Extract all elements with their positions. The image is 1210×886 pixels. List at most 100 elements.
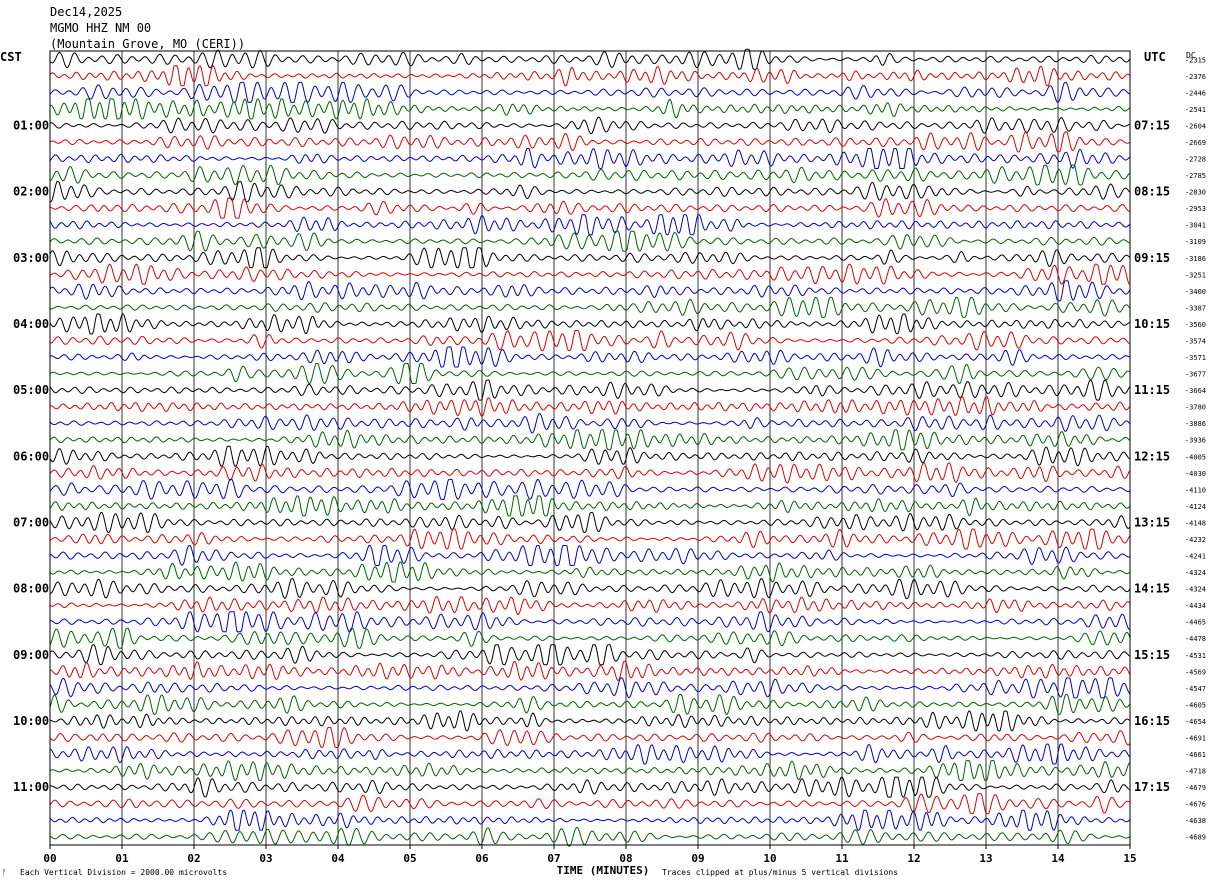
left-hour-label: 08:00 bbox=[13, 582, 49, 596]
trace-line bbox=[49, 48, 1131, 70]
left-hour-label: 02:00 bbox=[13, 185, 49, 199]
dc-offset-label: -3387 bbox=[1185, 304, 1206, 312]
station-label: MGMO HHZ NM 00 bbox=[50, 21, 152, 35]
x-tick-label: 10 bbox=[763, 852, 776, 865]
dc-offset-label: -4661 bbox=[1185, 751, 1206, 759]
trace-line bbox=[49, 627, 1131, 649]
x-axis-title: TIME (MINUTES) bbox=[557, 864, 650, 877]
dc-offset-label: -4638 bbox=[1185, 817, 1206, 825]
trace-line bbox=[49, 776, 1131, 798]
trace-line bbox=[49, 561, 1131, 583]
dc-offset-label: -3041 bbox=[1185, 222, 1206, 230]
trace-line bbox=[49, 116, 1131, 135]
trace-line bbox=[49, 313, 1131, 335]
dc-offset-label: -4030 bbox=[1185, 470, 1206, 478]
trace-line bbox=[49, 826, 1131, 847]
dc-offset-label: -2953 bbox=[1185, 205, 1206, 213]
trace-line bbox=[49, 545, 1131, 567]
x-tick-label: 11 bbox=[835, 852, 849, 865]
x-tick-label: 03 bbox=[259, 852, 272, 865]
dc-offset-label: -4689 bbox=[1185, 834, 1206, 842]
x-tick-label: 12 bbox=[907, 852, 920, 865]
dc-offset-label: -3560 bbox=[1185, 321, 1206, 329]
left-hour-label: 01:00 bbox=[13, 118, 49, 132]
trace-line bbox=[49, 760, 1131, 782]
trace-line bbox=[49, 660, 1131, 682]
trace-line bbox=[49, 230, 1131, 252]
dc-offset-label: -4005 bbox=[1185, 453, 1206, 461]
left-hour-label: 06:00 bbox=[13, 449, 49, 463]
trace-line bbox=[49, 596, 1131, 616]
x-tick-label: 14 bbox=[1051, 852, 1065, 865]
dc-offset-label: -4232 bbox=[1185, 536, 1206, 544]
trace-line bbox=[49, 131, 1131, 153]
trace-line bbox=[49, 148, 1131, 170]
left-hour-label: 09:00 bbox=[13, 648, 49, 662]
trace-line bbox=[49, 726, 1131, 749]
left-hour-labels: 01:00 02:00 03:00 04:00 05:00 06:00 07:00 08:00… bbox=[13, 118, 49, 794]
dc-offset-label: -3571 bbox=[1185, 354, 1206, 362]
dc-offset-label: -3886 bbox=[1185, 420, 1206, 428]
trace-line bbox=[49, 462, 1131, 484]
dc-offset-label: -4718 bbox=[1185, 768, 1206, 776]
x-tick-label: 02 bbox=[187, 852, 200, 865]
x-tick-label: 00 bbox=[43, 852, 56, 865]
trace-line bbox=[49, 710, 1131, 732]
x-tick-label: 15 bbox=[1123, 852, 1136, 865]
dc-offset-label: -4110 bbox=[1185, 486, 1206, 494]
x-tick-label: 01 bbox=[115, 852, 129, 865]
plot-frame bbox=[49, 50, 1131, 846]
left-hour-label: 05:00 bbox=[13, 383, 49, 397]
plot-header: Dec14,2025 MGMO HHZ NM 00 (Mountain Grov… bbox=[50, 4, 245, 52]
dc-offset-label: -3186 bbox=[1185, 255, 1206, 263]
trace-line bbox=[49, 395, 1131, 418]
x-tick-label: 07 bbox=[547, 852, 560, 865]
x-axis-ticks: 00 01 02 03 04 05 06 07 08 09 10 11 12 13 14 15 bbox=[43, 845, 1137, 865]
x-tick-label: 09 bbox=[691, 852, 704, 865]
dc-offset-label: -4654 bbox=[1185, 718, 1206, 726]
trace-line bbox=[49, 495, 1131, 517]
scale-note: Each Vertical Division = 2000.00 microvo… bbox=[20, 868, 228, 877]
x-tick-label: 05 bbox=[403, 852, 416, 865]
dc-offset-label: -4148 bbox=[1185, 519, 1206, 527]
dc-offset-label: -3664 bbox=[1185, 387, 1206, 395]
right-hour-label: 09:15 bbox=[1134, 251, 1170, 265]
dc-column-label: DC bbox=[1186, 51, 1196, 60]
trace-line bbox=[49, 214, 1131, 236]
dc-offset-label: -4569 bbox=[1185, 668, 1206, 676]
dc-offset-label: -4547 bbox=[1185, 685, 1206, 693]
right-hour-label: 16:15 bbox=[1134, 714, 1170, 728]
dc-offset-label: -4531 bbox=[1185, 652, 1206, 660]
trace-line bbox=[49, 693, 1131, 715]
trace-line bbox=[49, 445, 1131, 467]
dc-offset-label: -2830 bbox=[1185, 189, 1206, 197]
trace-line bbox=[49, 528, 1131, 550]
trace-line bbox=[49, 379, 1131, 401]
dc-offset-label: -4324 bbox=[1185, 569, 1206, 577]
x-tick-label: 08 bbox=[619, 852, 632, 865]
corner-mark: ᚨ bbox=[2, 868, 7, 877]
trace-line bbox=[49, 65, 1131, 87]
trace-line bbox=[49, 197, 1131, 219]
left-hour-label: 04:00 bbox=[13, 317, 49, 331]
dc-offset-label: -4478 bbox=[1185, 635, 1206, 643]
right-hour-label: 08:15 bbox=[1134, 185, 1170, 199]
dc-offset-label: -4324 bbox=[1185, 586, 1206, 594]
trace-line bbox=[49, 413, 1131, 434]
trace-line bbox=[49, 263, 1131, 285]
trace-line bbox=[49, 743, 1131, 765]
trace-line bbox=[49, 98, 1131, 120]
trace-line bbox=[49, 809, 1131, 831]
dc-offset-label: -2446 bbox=[1185, 89, 1206, 97]
right-timezone-label: UTC bbox=[1144, 50, 1166, 64]
location-label: (Mountain Grove, MO (CERI)) bbox=[50, 37, 246, 51]
dc-offset-label: -4676 bbox=[1185, 801, 1206, 809]
left-hour-label: 07:00 bbox=[13, 515, 49, 529]
right-hour-label: 12:15 bbox=[1134, 449, 1170, 463]
dc-offset-label: -4691 bbox=[1185, 734, 1206, 742]
dc-offset-label: -3400 bbox=[1185, 288, 1206, 296]
right-hour-label: 15:15 bbox=[1134, 648, 1170, 662]
right-hour-label: 10:15 bbox=[1134, 317, 1170, 331]
trace-line bbox=[49, 363, 1131, 385]
